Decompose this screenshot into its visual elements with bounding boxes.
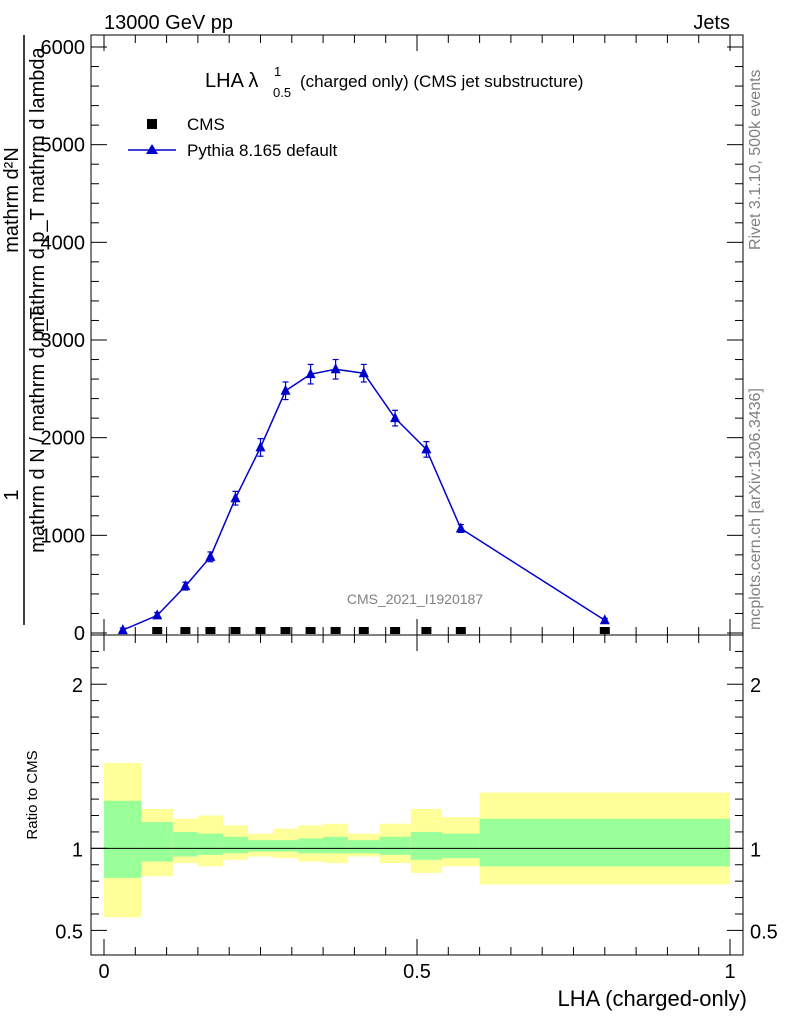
pythia-point xyxy=(390,412,401,423)
pythia-point xyxy=(255,441,266,452)
main-ytick-label: 3000 xyxy=(41,330,86,352)
title-sub: 0.5 xyxy=(273,85,291,100)
title-main: LHA λ xyxy=(205,70,258,92)
ratio-stat-band xyxy=(197,833,223,855)
main-y-ticks: 0 1000 2000 3000 4000 5000 6000 xyxy=(41,37,743,645)
ylabel-numerator: mathrm d²N xyxy=(1,147,23,253)
cms-point xyxy=(205,627,216,634)
ylabel-prefix-numerator: 1 xyxy=(1,489,23,500)
cms-point xyxy=(152,627,163,634)
pythia-point xyxy=(599,614,610,625)
title-rest: (charged only) (CMS jet substructure) xyxy=(300,72,583,91)
cms-point xyxy=(280,627,291,634)
pythia-point xyxy=(358,367,369,378)
main-ytick-label: 4000 xyxy=(41,232,86,254)
rivet-label: Rivet 3.1.10, 500k events xyxy=(747,69,764,250)
cms-point xyxy=(180,627,191,634)
cms-point xyxy=(358,627,369,634)
ratio-panel: 0.5 0.51 12 2 0 0.5 1 Ratio to CMS LHA (charg… xyxy=(24,634,778,1011)
plot-title: LHA λ 1 0.5 (charged only) (CMS jet subs… xyxy=(205,64,583,100)
main-series xyxy=(117,358,610,635)
ratio-xtick-label: 0.5 xyxy=(403,961,431,983)
ratio-bands xyxy=(104,763,730,918)
pythia-point xyxy=(117,624,128,635)
ratio-stat-band xyxy=(273,840,299,852)
pythia-point xyxy=(180,580,191,591)
cms-point xyxy=(455,627,466,634)
pythia-point xyxy=(455,522,466,533)
pythia-point xyxy=(230,492,241,503)
ratio-stat-band xyxy=(141,822,173,862)
cms-point xyxy=(230,627,241,634)
ratio-ytick-label: 2 xyxy=(72,675,83,697)
main-panel: 0 1000 2000 3000 4000 5000 6000 CMS_2021_I1920… xyxy=(41,34,744,645)
ratio-stat-band xyxy=(222,836,248,854)
main-ytick-label: 2000 xyxy=(41,428,86,450)
legend-cms-label: CMS xyxy=(187,115,225,134)
cms-point xyxy=(599,627,610,634)
ratio-xtick-label: 1 xyxy=(724,961,735,983)
pythia-point xyxy=(205,550,216,561)
ratio-ytick-label-right: 2 xyxy=(750,675,761,697)
main-ytick-label: 5000 xyxy=(41,135,86,157)
ratio-ytick-label: 1 xyxy=(72,839,83,861)
main-x-ticks xyxy=(103,35,731,635)
pythia-point xyxy=(305,368,316,379)
legend: CMS Pythia 8.165 default xyxy=(128,115,338,160)
legend-cms-marker xyxy=(147,119,157,129)
pythia-point xyxy=(330,363,341,374)
ylabel-denominator: mathrm d p_T mathrm d lambda xyxy=(27,46,49,332)
category-label: Jets xyxy=(693,12,730,34)
ratio-stat-band xyxy=(442,833,480,859)
ratio-stat-band xyxy=(479,818,730,867)
ratio-ytick-label: 0.5 xyxy=(55,921,83,943)
ratio-stat-band xyxy=(379,836,411,855)
main-ytick-label: 1000 xyxy=(41,525,86,547)
main-ylabel: 1 mathrm d N / mathrm d p_T mathrm d²N m… xyxy=(1,35,49,625)
mcplots-label: mcplots.cern.ch [arXiv:1306.3436] xyxy=(747,388,764,630)
pythia-point xyxy=(421,443,432,454)
pythia-point xyxy=(152,609,163,620)
cms-point xyxy=(255,627,266,634)
ratio-stat-band xyxy=(410,831,443,860)
ratio-stat-band xyxy=(348,840,380,854)
cms-point xyxy=(330,627,341,634)
legend-mc-label: Pythia 8.165 default xyxy=(187,141,338,160)
ratio-y-ticks: 0.5 0.5 1 1 2 2 xyxy=(55,650,778,943)
ratio-x-ticks: 0 0.5 1 xyxy=(98,635,736,983)
ratio-stat-band xyxy=(247,840,274,852)
ylabel-prefix-denominator: mathrm d N / mathrm d p_T xyxy=(27,307,49,553)
ratio-stat-band xyxy=(104,800,142,878)
main-ytick-label: 6000 xyxy=(41,37,86,59)
title-sup: 1 xyxy=(274,64,281,79)
ratio-stat-band xyxy=(323,836,349,854)
ratio-stat-band xyxy=(298,838,324,854)
energy-label: 13000 GeV pp xyxy=(104,12,233,34)
ratio-stat-band xyxy=(172,831,198,857)
pythia-line xyxy=(122,368,606,631)
ratio-xlabel: LHA (charged-only) xyxy=(557,986,747,1011)
cms-point xyxy=(421,627,432,634)
analysis-watermark: CMS_2021_I1920187 xyxy=(347,591,483,607)
cms-point xyxy=(305,627,316,634)
ratio-ytick-label-right: 1 xyxy=(750,839,761,861)
ratio-ytick-label-right: 0.5 xyxy=(750,921,778,943)
ratio-xtick-label: 0 xyxy=(98,961,109,983)
legend-mc-marker xyxy=(146,144,158,154)
pythia-point xyxy=(280,384,291,395)
ratio-ylabel: Ratio to CMS xyxy=(24,750,41,839)
cms-point xyxy=(390,627,401,634)
main-ytick-label: 0 xyxy=(74,623,85,645)
